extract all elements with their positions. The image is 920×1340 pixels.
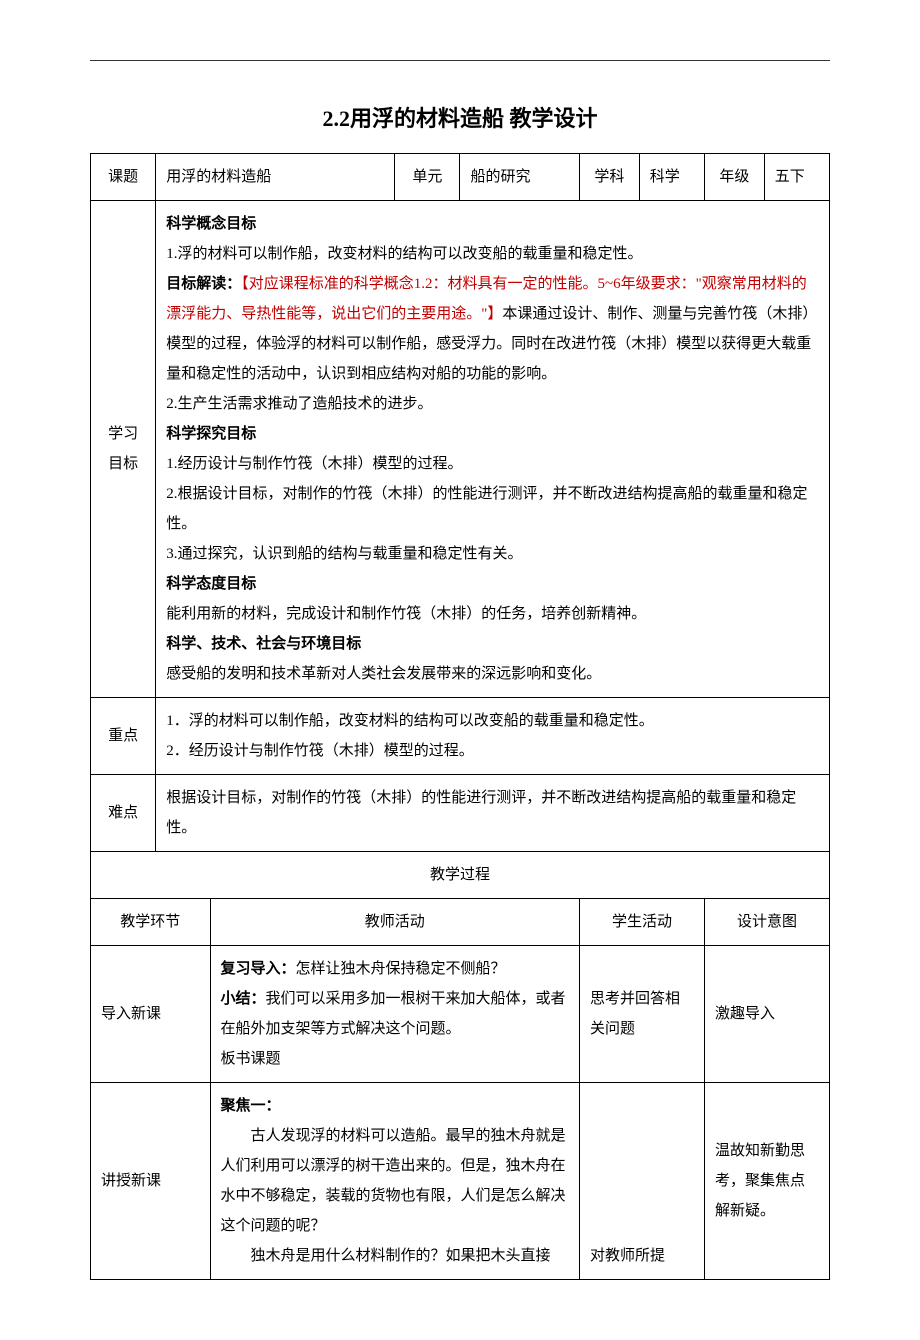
page-top-rule xyxy=(90,60,830,61)
goals-p8: 感受船的发明和技术革新对人类社会发展带来的深远影响和变化。 xyxy=(166,659,819,689)
label-difficulty: 难点 xyxy=(91,775,156,852)
goals-h2: 科学探究目标 xyxy=(166,419,819,449)
key-p2: 2．经历设计与制作竹筏（木排）模型的过程。 xyxy=(166,736,819,766)
difficulty-row: 难点 根据设计目标，对制作的竹筏（木排）的性能进行测评，并不断改进结构提高船的载… xyxy=(91,775,830,852)
goals-p2-prefix: 目标解读： xyxy=(166,276,241,292)
goals-p3: 2.生产生活需求推动了造船技术的进步。 xyxy=(166,389,819,419)
intro-teacher: 复习导入：怎样让独木舟保持稳定不侧船？ 小结：我们可以采用多加一根树干来加大船体… xyxy=(210,946,579,1083)
process-columns-row: 教学环节 教师活动 学生活动 设计意图 xyxy=(91,899,830,946)
value-subject: 科学 xyxy=(639,154,704,201)
col-design: 设计意图 xyxy=(704,899,829,946)
col-student: 学生活动 xyxy=(580,899,705,946)
col-teacher: 教师活动 xyxy=(210,899,579,946)
key-p1: 1．浮的材料可以制作船，改变材料的结构可以改变船的载重量和稳定性。 xyxy=(166,706,819,736)
teach-stage: 讲授新课 xyxy=(91,1083,211,1280)
header-row: 课题 用浮的材料造船 单元 船的研究 学科 科学 年级 五下 xyxy=(91,154,830,201)
label-subject: 学科 xyxy=(580,154,640,201)
teach-row: 讲授新课 聚焦一： 古人发现浮的材料可以造船。最早的独木舟就是人们利用可以漂浮的… xyxy=(91,1083,830,1280)
teach-b1: 聚焦一： xyxy=(221,1091,569,1121)
difficulty-content: 根据设计目标，对制作的竹筏（木排）的性能进行测评，并不断改进结构提高船的载重量和… xyxy=(156,775,830,852)
page-title: 2.2用浮的材料造船 教学设计 xyxy=(90,101,830,133)
teach-p2: 独木舟是用什么材料制作的？如果把木头直接 xyxy=(221,1241,569,1271)
goals-h1: 科学概念目标 xyxy=(166,209,819,239)
label-goals: 学习目标 xyxy=(91,201,156,698)
intro-p3: 板书课题 xyxy=(221,1044,569,1074)
process-header-row: 教学过程 xyxy=(91,852,830,899)
intro-b2: 小结： xyxy=(221,991,266,1007)
label-keypoint: 重点 xyxy=(91,698,156,775)
intro-design: 激趣导入 xyxy=(704,946,829,1083)
value-topic: 用浮的材料造船 xyxy=(156,154,395,201)
keypoint-row: 重点 1．浮的材料可以制作船，改变材料的结构可以改变船的载重量和稳定性。 2．经… xyxy=(91,698,830,775)
goals-p4: 1.经历设计与制作竹筏（木排）模型的过程。 xyxy=(166,449,819,479)
intro-p1: 怎样让独木舟保持稳定不侧船？ xyxy=(296,961,506,977)
label-grade: 年级 xyxy=(704,154,764,201)
goals-content: 科学概念目标 1.浮的材料可以制作船，改变材料的结构可以改变船的载重量和稳定性。… xyxy=(156,201,830,698)
teach-p1: 古人发现浮的材料可以造船。最早的独木舟就是人们利用可以漂浮的树干造出来的。但是，… xyxy=(221,1121,569,1241)
goals-p7: 能利用新的材料，完成设计和制作竹筏（木排）的任务，培养创新精神。 xyxy=(166,599,819,629)
col-stage: 教学环节 xyxy=(91,899,211,946)
goals-p6: 3.通过探究，认识到船的结构与载重量和稳定性有关。 xyxy=(166,539,819,569)
goals-p2: 目标解读：【对应课程标准的科学概念1.2：材料具有一定的性能。5~6年级要求："… xyxy=(166,269,819,389)
label-unit: 单元 xyxy=(395,154,460,201)
lesson-plan-table: 课题 用浮的材料造船 单元 船的研究 学科 科学 年级 五下 学习目标 科学概念… xyxy=(90,153,830,1280)
goals-p1: 1.浮的材料可以制作船，改变材料的结构可以改变船的载重量和稳定性。 xyxy=(166,239,819,269)
value-unit: 船的研究 xyxy=(460,154,580,201)
teach-student: 对教师所提 xyxy=(580,1083,705,1280)
intro-student: 思考并回答相关问题 xyxy=(580,946,705,1083)
teach-design: 温故知新勤思考，聚集焦点解新疑。 xyxy=(704,1083,829,1280)
goals-h4: 科学、技术、社会与环境目标 xyxy=(166,629,819,659)
keypoint-content: 1．浮的材料可以制作船，改变材料的结构可以改变船的载重量和稳定性。 2．经历设计… xyxy=(156,698,830,775)
process-header: 教学过程 xyxy=(91,852,830,899)
diff-p1: 根据设计目标，对制作的竹筏（木排）的性能进行测评，并不断改进结构提高船的载重量和… xyxy=(166,783,819,843)
teach-teacher: 聚焦一： 古人发现浮的材料可以造船。最早的独木舟就是人们利用可以漂浮的树干造出来… xyxy=(210,1083,579,1280)
value-grade: 五下 xyxy=(764,154,829,201)
goals-row: 学习目标 科学概念目标 1.浮的材料可以制作船，改变材料的结构可以改变船的载重量… xyxy=(91,201,830,698)
intro-b1: 复习导入： xyxy=(221,961,296,977)
intro-row: 导入新课 复习导入：怎样让独木舟保持稳定不侧船？ 小结：我们可以采用多加一根树干… xyxy=(91,946,830,1083)
goals-h3: 科学态度目标 xyxy=(166,569,819,599)
intro-stage: 导入新课 xyxy=(91,946,211,1083)
goals-p5: 2.根据设计目标，对制作的竹筏（木排）的性能进行测评，并不断改进结构提高船的载重… xyxy=(166,479,819,539)
intro-p2: 我们可以采用多加一根树干来加大船体，或者在船外加支架等方式解决这个问题。 xyxy=(221,991,566,1037)
label-topic: 课题 xyxy=(91,154,156,201)
